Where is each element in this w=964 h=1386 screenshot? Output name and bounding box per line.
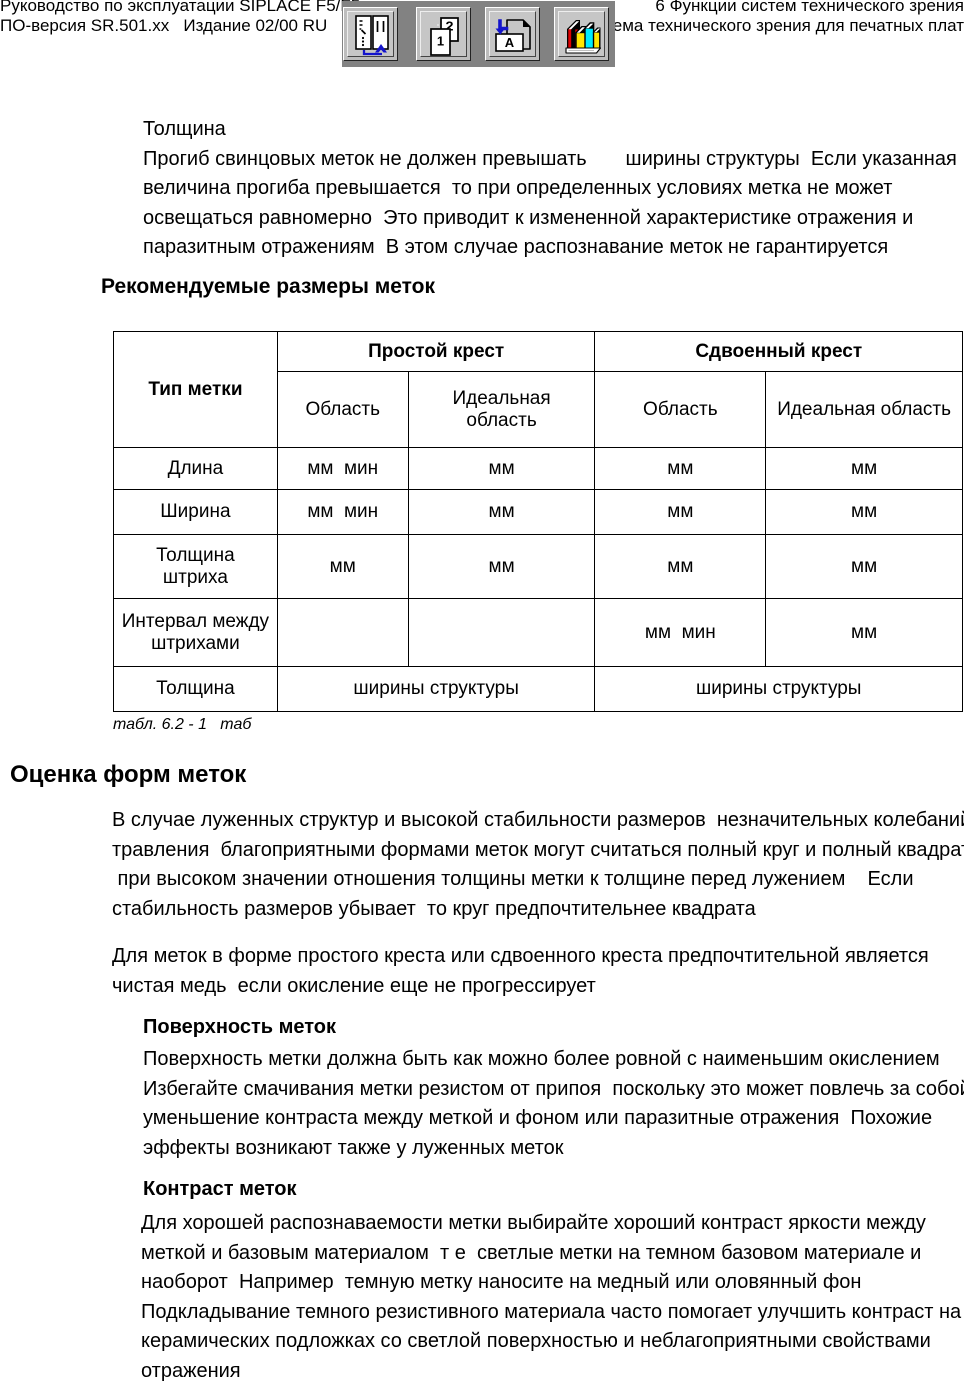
svg-text:1: 1 xyxy=(437,34,444,49)
svg-text:A: A xyxy=(505,35,515,50)
